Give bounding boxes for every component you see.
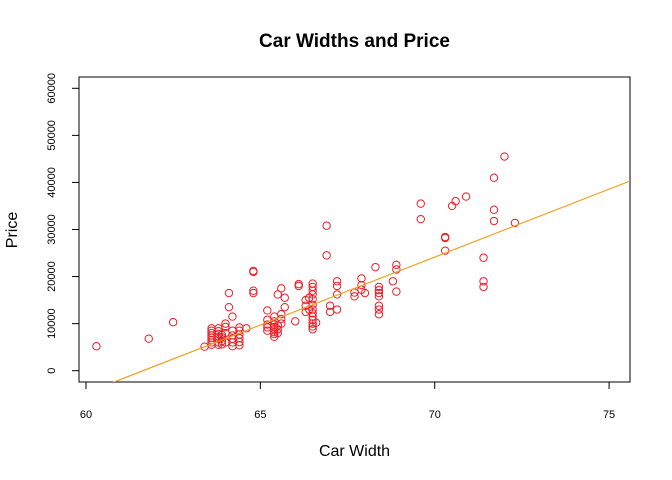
data-point [308,305,317,314]
data-point [392,287,401,296]
x-tick-label: 60 [80,409,92,421]
data-point [479,282,488,292]
regression-line [112,180,630,382]
data-point [440,232,450,242]
data-point [451,197,460,206]
y-tick-label: 10000 [46,308,58,339]
data-point [224,302,234,312]
data-point [357,280,366,290]
data-point [500,152,509,161]
data-point [357,274,366,283]
data-point [221,322,230,332]
data-point [489,216,499,226]
data-point [332,281,342,291]
data-point [374,310,384,319]
data-point [374,282,384,292]
y-tick-label: 0 [46,368,58,374]
data-point [308,300,317,310]
data-point [249,288,258,298]
data-point [308,309,317,318]
data-point [308,325,317,334]
data-point [242,324,251,333]
data-point [325,301,335,310]
data-point [416,214,425,224]
data-point [311,318,321,327]
data-point [280,302,289,312]
data-point [168,318,178,327]
data-point [308,282,317,292]
data-point [277,319,286,328]
data-point [479,277,488,286]
data-point [374,288,384,298]
data-point [228,326,237,335]
data-point [510,218,520,228]
data-point [440,246,450,255]
data-point [388,277,398,286]
data-point [224,288,234,298]
data-point [371,262,380,272]
data-point [350,292,359,301]
data-point [332,305,342,314]
data-point [144,334,153,343]
data-point [332,277,342,286]
data-points [92,152,520,351]
data-point [360,288,370,298]
data-point [374,286,384,295]
data-point [228,312,237,321]
data-point [273,290,282,299]
data-point [322,251,331,260]
x-axis: 60 65 70 75 [80,381,615,421]
y-tick-label: 40000 [46,167,58,198]
data-point [374,301,384,310]
chart-title: Car Widths and Price [259,31,450,52]
data-point [392,260,401,270]
x-tick-label: 70 [429,409,441,421]
data-point [374,292,384,301]
data-point [322,221,331,230]
data-point [277,310,286,319]
x-tick-label: 75 [603,409,615,421]
data-point [280,293,289,302]
data-point [263,306,272,315]
data-point [277,284,286,293]
data-point [489,205,499,214]
x-tick-label: 65 [254,409,266,421]
y-tick-label: 60000 [46,73,58,104]
y-axis: 0 10000 20000 30000 40000 50000 60000 [46,73,80,374]
data-point [392,265,401,274]
data-point [489,173,499,182]
data-point [291,317,300,326]
data-point [249,266,258,276]
y-tick-label: 30000 [46,214,58,245]
data-point [249,286,258,295]
data-point [479,253,488,262]
data-point [294,279,303,289]
x-axis-label: Car Width [319,443,390,460]
data-point [416,199,425,208]
data-point [374,305,384,314]
plot-frame [78,76,631,383]
y-axis-label: Price [4,212,21,249]
data-point [221,319,230,328]
y-tick-label: 20000 [46,261,58,292]
data-point [332,290,342,299]
data-point [308,279,317,288]
data-point [461,192,471,201]
data-point [308,294,317,304]
y-tick-label: 50000 [46,120,58,151]
data-point [92,342,101,351]
